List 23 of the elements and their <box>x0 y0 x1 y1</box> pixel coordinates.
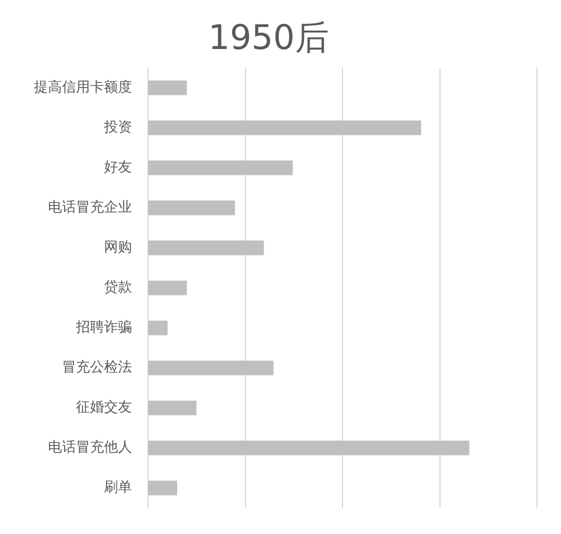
y-tick-label: 贷款 <box>104 280 132 296</box>
y-tick-label: 电话冒充企业 <box>48 200 132 216</box>
bar <box>148 240 264 256</box>
y-tick-label: 刷单 <box>104 480 132 496</box>
bar <box>148 320 168 336</box>
y-tick-label: 冒充公检法 <box>62 360 132 376</box>
y-tick-label: 网购 <box>104 240 132 256</box>
bar <box>148 480 178 496</box>
bar <box>148 400 196 416</box>
chart-title: 1950后 <box>208 18 329 58</box>
y-tick-label: 电话冒充他人 <box>48 440 132 456</box>
bar <box>148 80 187 96</box>
bar <box>148 280 187 296</box>
bar <box>148 360 274 376</box>
bar <box>148 160 293 176</box>
y-tick-label: 好友 <box>104 159 132 176</box>
bar <box>148 200 235 216</box>
y-tick-label: 征婚交友 <box>76 400 132 416</box>
y-tick-label: 招聘诈骗 <box>75 320 132 336</box>
y-tick-label: 投资 <box>103 119 132 136</box>
bar <box>148 440 470 456</box>
y-tick-label: 提高信用卡额度 <box>34 79 132 96</box>
bar <box>148 120 422 136</box>
